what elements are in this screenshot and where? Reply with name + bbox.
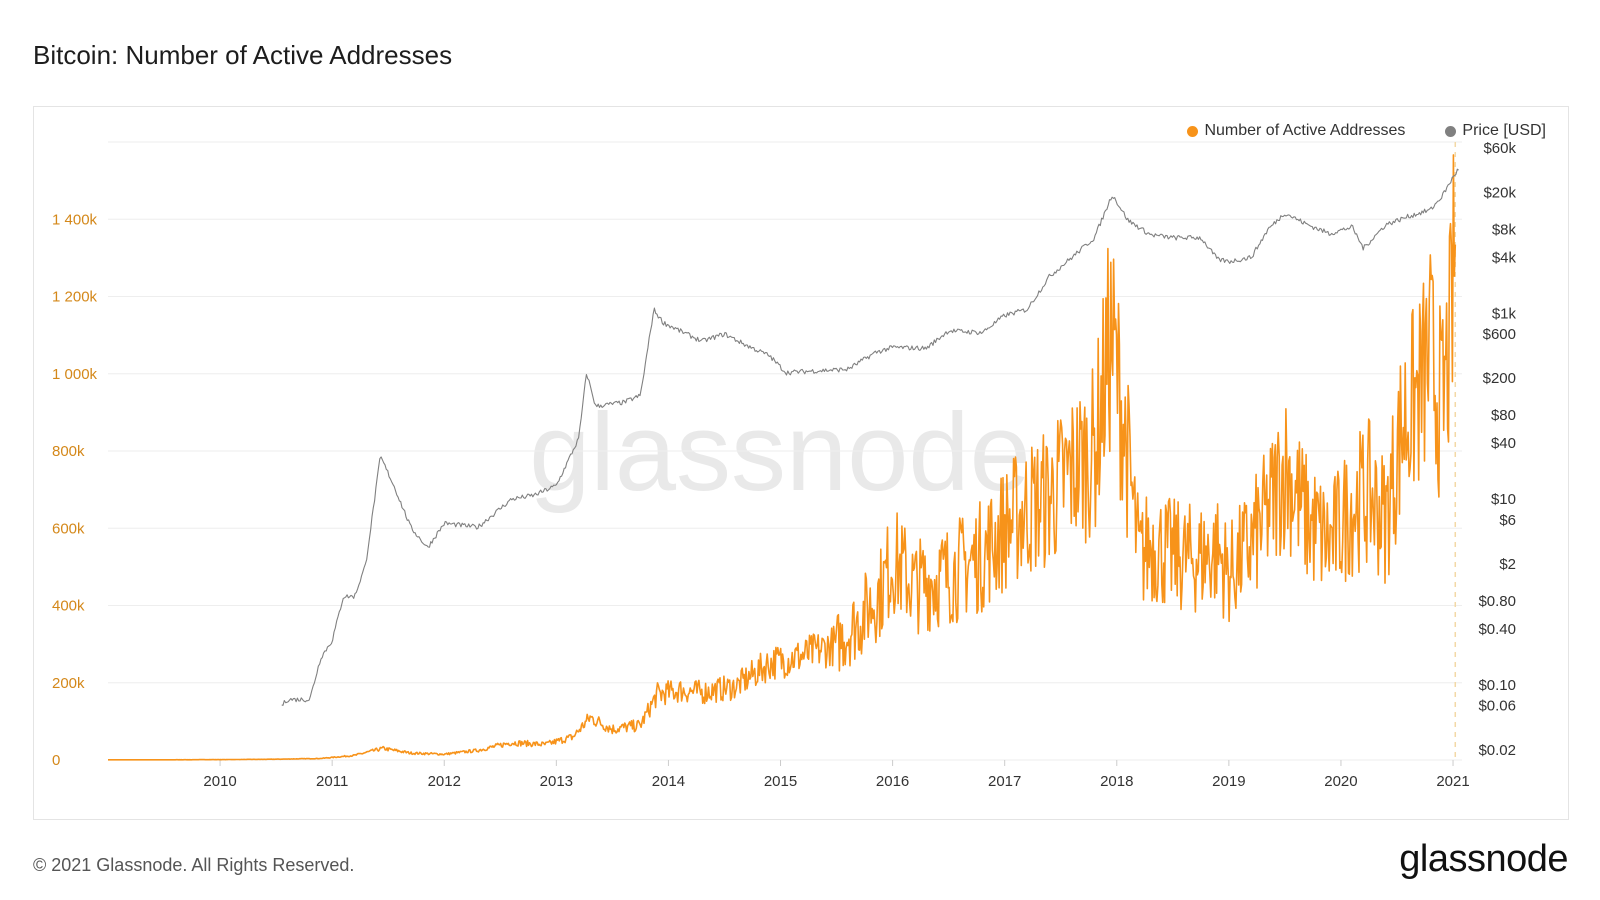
glassnode-logo[interactable]: glassnode: [1399, 838, 1568, 880]
chart-legend: Number of Active Addresses Price [USD]: [1187, 122, 1546, 140]
y-left-tick-label: 1 200k: [52, 289, 98, 306]
y-left-tick-label: 1 400k: [52, 211, 98, 228]
legend-label-price: Price [USD]: [1462, 122, 1546, 139]
x-tick-label: 2017: [988, 773, 1021, 790]
y-right-tick-label: $0.40: [1478, 621, 1516, 638]
y-right-tick-label: $0.06: [1478, 698, 1516, 715]
y-right-tick-label: $1k: [1492, 305, 1517, 322]
x-tick-label: 2014: [652, 773, 685, 790]
y-left-tick-label: 400k: [52, 598, 85, 615]
x-tick-label: 2013: [540, 773, 573, 790]
x-tick-label: 2012: [428, 773, 461, 790]
series-line-price: [281, 168, 1459, 706]
watermark-text: glassnode: [529, 391, 1031, 514]
legend-dot-addresses: [1187, 125, 1199, 137]
y-right-tick-label: $200: [1483, 370, 1516, 387]
y-right-tick-label: $60k: [1483, 140, 1516, 157]
x-tick-label: 2021: [1436, 773, 1469, 790]
legend-dot-price: [1445, 125, 1457, 137]
y-left-tick-label: 800k: [52, 443, 85, 460]
series-line-active-addresses: [108, 154, 1457, 761]
y-right-tick-label: $0.02: [1478, 742, 1516, 759]
y-right-tick-label: $8k: [1492, 221, 1517, 238]
y-left-tick-label: 600k: [52, 520, 85, 537]
copyright-footer: © 2021 Glassnode. All Rights Reserved.: [33, 855, 355, 875]
y-right-tick-label: $10: [1491, 491, 1516, 508]
x-tick-label: 2020: [1324, 773, 1357, 790]
legend-item-addresses[interactable]: Number of Active Addresses: [1187, 122, 1405, 140]
y-right-tick-label: $2: [1499, 556, 1516, 573]
y-right-tick-label: $4k: [1492, 249, 1517, 266]
y-right-tick-label: $0.10: [1478, 677, 1516, 694]
y-left-tick-label: 0: [52, 752, 60, 769]
x-tick-label: 2016: [876, 773, 909, 790]
x-tick-label: 2018: [1100, 773, 1133, 790]
y-left-tick-label: 1 000k: [52, 366, 98, 383]
y-right-tick-label: $0.80: [1478, 593, 1516, 610]
y-left-tick-label: 200k: [52, 675, 85, 692]
x-tick-label: 2015: [764, 773, 797, 790]
page-title: Bitcoin: Number of Active Addresses: [33, 40, 453, 70]
y-right-tick-label: $20k: [1483, 184, 1516, 201]
x-tick-label: 2011: [316, 773, 348, 790]
y-right-tick-label: $6: [1499, 512, 1516, 529]
y-right-tick-label: $40: [1491, 435, 1516, 452]
legend-label-addresses: Number of Active Addresses: [1204, 122, 1406, 139]
y-right-tick-label: $80: [1491, 407, 1516, 424]
x-tick-label: 2019: [1212, 773, 1245, 790]
y-right-tick-label: $600: [1483, 326, 1516, 343]
legend-item-price[interactable]: Price [USD]: [1445, 122, 1546, 140]
x-tick-label: 2010: [203, 773, 236, 790]
